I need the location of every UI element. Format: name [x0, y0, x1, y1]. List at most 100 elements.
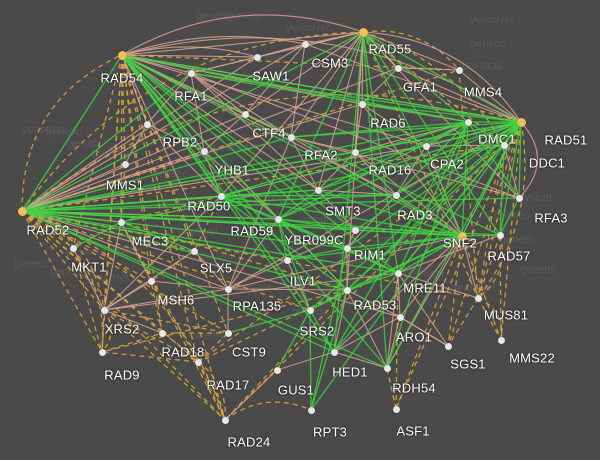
node-label-rad3[interactable]: RAD3 — [397, 207, 433, 223]
node-label-rad6[interactable]: RAD6 — [370, 115, 406, 131]
node-label-cst9[interactable]: CST9 — [231, 344, 267, 360]
graph-node-dmc1[interactable] — [464, 118, 472, 126]
graph-node-xrs2[interactable] — [100, 306, 108, 314]
node-label-slx5[interactable]: SLX5 — [199, 260, 233, 276]
graph-node-rdh54[interactable] — [383, 364, 391, 372]
graph-node-rpt3[interactable] — [307, 406, 315, 414]
graph-node-ilv1[interactable] — [283, 256, 291, 264]
node-label-rfa2[interactable]: RFA2 — [304, 147, 338, 163]
graph-node-rad24[interactable] — [221, 416, 229, 424]
graph-node-srs2[interactable] — [306, 306, 314, 314]
node-label-rdh54[interactable]: RDH54 — [392, 380, 436, 396]
node-label-gfa1[interactable]: GFA1 — [402, 79, 438, 95]
node-label-smt3[interactable]: SMT3 — [325, 203, 361, 219]
graph-node-rpb2[interactable] — [143, 120, 151, 128]
node-label-xrs2[interactable]: XRS2 — [104, 321, 140, 337]
node-label-rad55[interactable]: RAD55 — [368, 41, 412, 57]
graph-node-mkt1[interactable] — [69, 244, 77, 252]
node-label-ctf4[interactable]: CTF4 — [252, 125, 286, 141]
node-label-csm3[interactable]: CSM3 — [311, 55, 349, 71]
node-label-rad59[interactable]: RAD59 — [230, 223, 274, 239]
graph-node-saw1[interactable] — [253, 53, 261, 61]
graph-node-ddc1[interactable] — [500, 141, 508, 149]
node-label-rad24[interactable]: RAD24 — [227, 434, 271, 450]
node-label-rad52[interactable]: RAD52 — [26, 222, 70, 238]
graph-node-rpa135[interactable] — [224, 285, 232, 293]
node-label-rfa3[interactable]: RFA3 — [534, 210, 568, 226]
graph-node-mms4[interactable] — [455, 66, 463, 74]
graph-node-rad17[interactable] — [194, 358, 202, 366]
graph-node-rad51[interactable] — [516, 117, 526, 127]
node-label-mms4[interactable]: MMS4 — [463, 84, 503, 100]
node-label-rad54[interactable]: RAD54 — [100, 70, 144, 86]
graph-node-rim1[interactable] — [343, 244, 351, 252]
graph-node-yhb1[interactable] — [200, 147, 208, 155]
node-label-rad18[interactable]: RAD18 — [161, 344, 205, 360]
graph-node-mec3[interactable] — [117, 218, 125, 226]
graph-node-rad53[interactable] — [343, 286, 351, 294]
graph-node-ybr099c[interactable] — [351, 226, 359, 234]
graph-node-mus81[interactable] — [474, 294, 482, 302]
graph-node-gfa1[interactable] — [394, 64, 402, 72]
graph-node-rad52[interactable] — [17, 206, 27, 216]
graph-node-sgs1[interactable] — [444, 342, 452, 350]
node-label-rfa1[interactable]: RFA1 — [174, 88, 208, 104]
graph-node-hed1[interactable] — [330, 348, 338, 356]
node-label-asf1[interactable]: ASF1 — [396, 423, 430, 439]
graph-node-slx5[interactable] — [190, 247, 198, 255]
graph-node-rad3[interactable] — [392, 191, 400, 199]
graph-node-rad9[interactable] — [98, 348, 106, 356]
node-label-ybr099c[interactable]: YBR099C — [284, 232, 344, 248]
node-label-rad16[interactable]: RAD16 — [368, 162, 412, 178]
node-label-mms22[interactable]: MMS22 — [509, 350, 555, 366]
graph-node-rad54[interactable] — [117, 50, 127, 60]
graph-node-rad59[interactable] — [274, 215, 282, 223]
node-label-rad50[interactable]: RAD50 — [187, 198, 231, 214]
node-label-rpb2[interactable]: RPB2 — [162, 134, 198, 150]
graph-node-snf2[interactable] — [457, 231, 467, 241]
node-label-rad51[interactable]: RAD51 — [544, 132, 588, 148]
graph-node-rad18[interactable] — [158, 329, 166, 337]
node-label-rad17[interactable]: RAD17 — [206, 377, 250, 393]
node-label-sgs1[interactable]: SGS1 — [450, 356, 486, 372]
graph-node-rad6[interactable] — [358, 100, 366, 108]
graph-node-rfa2[interactable] — [287, 133, 295, 141]
node-label-rim1[interactable]: RIM1 — [354, 247, 386, 263]
node-label-srs2[interactable]: SRS2 — [299, 323, 335, 339]
node-label-saw1[interactable]: SAW1 — [252, 68, 290, 84]
graph-node-rad50[interactable] — [217, 192, 225, 200]
node-label-mre11[interactable]: MRE11 — [403, 280, 447, 296]
node-label-aro1[interactable]: ARO1 — [395, 329, 433, 345]
node-label-rad9[interactable]: RAD9 — [104, 367, 140, 383]
node-label-ddc1[interactable]: DDC1 — [528, 155, 566, 171]
graph-node-rad55[interactable] — [358, 27, 368, 37]
graph-node-rfa1[interactable] — [187, 69, 195, 77]
node-label-gus1[interactable]: GUS1 — [277, 382, 315, 398]
graph-node-smt3[interactable] — [314, 186, 322, 194]
node-label-hed1[interactable]: HED1 — [332, 364, 368, 380]
node-label-mms1[interactable]: MMS1 — [105, 177, 145, 193]
graph-node-asf1[interactable] — [392, 405, 400, 413]
node-label-snf2[interactable]: SNF2 — [442, 235, 478, 251]
graph-node-msh6[interactable] — [147, 277, 155, 285]
node-label-mkt1[interactable]: MKT1 — [71, 259, 107, 275]
graph-node-rad16[interactable] — [351, 148, 359, 156]
node-label-mec3[interactable]: MEC3 — [131, 233, 169, 249]
node-label-yhb1[interactable]: YHB1 — [214, 162, 250, 178]
graph-node-rad57[interactable] — [496, 231, 504, 239]
graph-node-cst9[interactable] — [224, 329, 232, 337]
graph-node-csm3[interactable] — [301, 40, 309, 48]
graph-node-rfa3[interactable] — [515, 194, 523, 202]
graph-node-mms22[interactable] — [497, 336, 505, 344]
node-label-rad53[interactable]: RAD53 — [353, 297, 397, 313]
graph-node-ctf4[interactable] — [241, 110, 249, 118]
node-label-msh6[interactable]: MSH6 — [157, 292, 195, 308]
graph-node-gus1[interactable] — [273, 366, 281, 374]
graph-node-aro1[interactable] — [396, 313, 404, 321]
node-label-dmc1[interactable]: DMC1 — [478, 131, 516, 147]
graph-node-cpa2[interactable] — [422, 142, 430, 150]
node-label-cpa2[interactable]: CPA2 — [430, 156, 464, 172]
graph-node-mms1[interactable] — [121, 160, 129, 168]
node-label-rpa135[interactable]: RPA135 — [232, 298, 282, 314]
graph-node-mre11[interactable] — [394, 269, 402, 277]
